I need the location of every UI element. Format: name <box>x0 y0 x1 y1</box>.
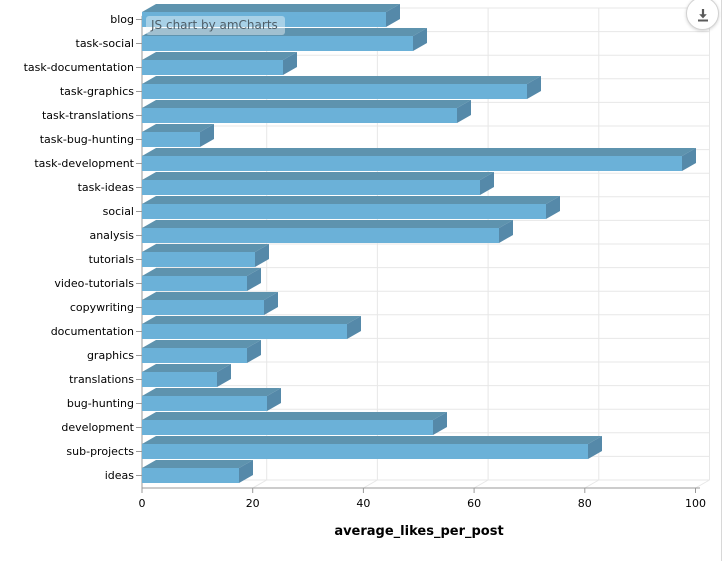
x-tick-label-80: 80 <box>577 497 592 510</box>
bar-documentation[interactable] <box>142 316 361 339</box>
bar-front-face <box>142 204 546 219</box>
bar-top-face <box>142 244 269 252</box>
bar-copywriting[interactable] <box>142 292 278 315</box>
category-label-development: development <box>61 420 134 434</box>
bar-top-face <box>142 364 231 372</box>
bar-top-face <box>142 172 494 180</box>
bar-front-face <box>142 132 200 147</box>
bar-top-face <box>142 76 541 84</box>
x-axis-title: average_likes_per_post <box>334 524 504 539</box>
bar-front-face <box>142 180 480 195</box>
bar-top-face <box>142 196 560 204</box>
bar-front-face <box>142 36 413 51</box>
bar-front-face <box>142 60 283 75</box>
bar-front-face <box>142 156 682 171</box>
bar-development[interactable] <box>142 412 447 435</box>
category-label-task-translations: task-translations <box>41 108 134 122</box>
page-edge-divider <box>721 0 722 561</box>
category-label-blog: blog <box>110 12 134 26</box>
bar-top-face <box>142 4 400 12</box>
bar-social[interactable] <box>142 196 560 219</box>
bar-ideas[interactable] <box>142 460 253 483</box>
category-label-ideas: ideas <box>104 468 134 482</box>
bar-task-graphics[interactable] <box>142 76 541 99</box>
x-tick-label-100: 100 <box>685 497 706 510</box>
bar-front-face <box>142 372 217 387</box>
category-label-task-development: task-development <box>34 156 134 170</box>
bar-task-ideas[interactable] <box>142 172 494 195</box>
bar-task-development[interactable] <box>142 148 696 171</box>
category-label-translations: translations <box>69 372 134 386</box>
x-tick-label-40: 40 <box>356 497 371 510</box>
bar-front-face <box>142 108 457 123</box>
bar-top-face <box>142 124 214 132</box>
category-label-task-bug-hunting: task-bug-hunting <box>39 132 134 146</box>
bar-bug-hunting[interactable] <box>142 388 281 411</box>
bar-top-face <box>142 100 471 108</box>
download-icon <box>697 8 708 21</box>
category-label-analysis: analysis <box>89 228 134 242</box>
x-tick-label-60: 60 <box>467 497 482 510</box>
bar-top-face <box>142 412 447 420</box>
x-tick-label-0: 0 <box>138 497 146 510</box>
bar-top-face <box>142 340 261 348</box>
bar-top-face <box>142 388 281 396</box>
bar-top-face <box>142 316 361 324</box>
bar-tutorials[interactable] <box>142 244 269 267</box>
category-label-task-ideas: task-ideas <box>77 180 134 194</box>
category-label-social: social <box>102 204 134 218</box>
category-label-task-documentation: task-documentation <box>23 60 134 74</box>
bar-graphics[interactable] <box>142 340 261 363</box>
category-label-sub-projects: sub-projects <box>66 444 134 458</box>
bar-translations[interactable] <box>142 364 231 387</box>
amcharts-watermark-link[interactable]: JS chart by amCharts <box>146 16 285 35</box>
bar-video-tutorials[interactable] <box>142 268 261 291</box>
bar-task-documentation[interactable] <box>142 52 297 75</box>
download-button[interactable] <box>686 0 719 30</box>
bar-front-face <box>142 444 588 459</box>
bar-top-face <box>142 52 297 60</box>
bar-front-face <box>142 468 239 483</box>
category-label-tutorials: tutorials <box>88 252 134 266</box>
category-label-video-tutorials: video-tutorials <box>54 276 134 290</box>
x-tick-label-20: 20 <box>245 497 260 510</box>
bar-sub-projects[interactable] <box>142 436 602 459</box>
bar-task-translations[interactable] <box>142 100 471 123</box>
bar-top-face <box>142 148 696 156</box>
bar-front-face <box>142 420 433 435</box>
bar-front-face <box>142 276 247 291</box>
bar-analysis[interactable] <box>142 220 513 243</box>
category-label-bug-hunting: bug-hunting <box>66 396 134 410</box>
bar-front-face <box>142 348 247 363</box>
bar-top-face <box>142 268 261 276</box>
bar-front-face <box>142 228 499 243</box>
category-label-documentation: documentation <box>50 324 134 338</box>
bar-top-face <box>142 460 253 468</box>
category-label-graphics: graphics <box>86 348 134 362</box>
bar-top-face <box>142 436 602 444</box>
category-label-task-graphics: task-graphics <box>59 84 134 98</box>
category-label-copywriting: copywriting <box>69 300 134 314</box>
bar-top-face <box>142 220 513 228</box>
bar-front-face <box>142 12 386 27</box>
bar-front-face <box>142 396 267 411</box>
bar-top-face <box>142 292 278 300</box>
bar-front-face <box>142 324 347 339</box>
bar-front-face <box>142 252 255 267</box>
bar-task-bug-hunting[interactable] <box>142 124 214 147</box>
bar-front-face <box>142 84 527 99</box>
category-label-task-social: task-social <box>75 36 135 50</box>
bar-front-face <box>142 300 264 315</box>
